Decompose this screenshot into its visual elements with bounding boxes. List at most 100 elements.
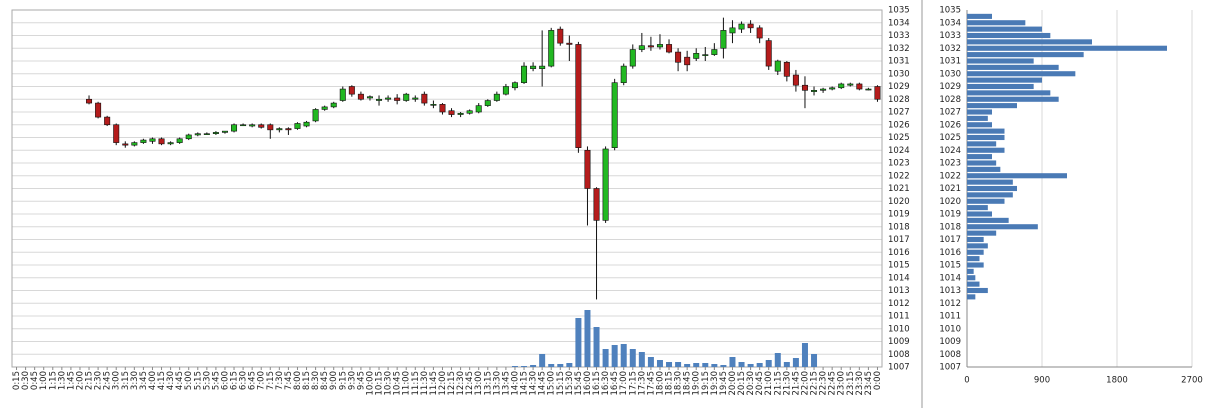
profile-bar: [967, 109, 992, 115]
volume-bar: [566, 363, 573, 367]
volume-bar: [729, 357, 736, 367]
y-tick-label: 1031: [939, 57, 961, 67]
x-tick-label: 23:30: [855, 371, 865, 396]
y-tick-label: 1015: [939, 261, 961, 271]
y-tick-label: 1032: [888, 44, 910, 54]
x-tick-label: 1:15: [48, 371, 58, 390]
x-tick-label: 3:00: [112, 371, 122, 390]
candle-body: [131, 142, 138, 146]
candle-body: [466, 110, 473, 114]
volume-bar: [602, 349, 609, 367]
x-tick-label: 6:00: [220, 371, 230, 390]
candle-body: [820, 88, 827, 91]
candle-body: [693, 53, 700, 59]
y-tick-label: 1034: [888, 18, 910, 28]
volume-bar: [684, 364, 691, 367]
candle-body: [856, 83, 863, 90]
volume-bar: [811, 354, 818, 367]
y-tick-label: 1033: [888, 31, 910, 41]
plot-frame: [11, 9, 883, 368]
y-tick-label: 1028: [939, 95, 961, 105]
y-tick-label: 1027: [888, 108, 910, 118]
x-tick-label: 10:00: [365, 371, 375, 396]
x-tick-label: 14:15: [520, 371, 530, 396]
volume-bar: [801, 343, 808, 367]
profile-bar: [967, 185, 1017, 192]
candle-body: [339, 88, 346, 101]
y-tick-label: 1012: [888, 299, 910, 309]
candle-body: [294, 123, 301, 129]
x-tick-label: 1:00: [39, 371, 49, 390]
candle-body: [666, 44, 673, 53]
x-tick-label: 23:45: [864, 371, 874, 396]
candle-body: [403, 93, 410, 101]
y-tick-label: 1031: [888, 57, 910, 67]
y-tick-label: 1034: [939, 18, 961, 28]
candle-body: [385, 97, 392, 100]
profile-bar: [967, 217, 1009, 223]
candle-body: [149, 138, 156, 142]
x-tick-label: 3:30: [130, 371, 140, 390]
x-tick-label: 21:45: [791, 371, 801, 396]
y-tick-label: 1028: [888, 95, 910, 105]
candle-body: [838, 83, 845, 89]
y-tick-label: 1021: [939, 184, 961, 194]
profile-bar: [967, 96, 1059, 102]
y-tick-label: 1015: [888, 261, 910, 271]
volume-bar: [774, 353, 781, 367]
profile-bar: [967, 262, 984, 268]
y-tick-label: 1012: [939, 299, 961, 309]
profile-bar: [967, 26, 1042, 32]
candle-body: [267, 124, 274, 131]
profile-bar: [967, 45, 1167, 51]
x-tick-label: 15:30: [565, 371, 575, 396]
x-tick-label: 14:00: [510, 371, 520, 396]
candle-body: [376, 98, 383, 101]
y-tick-label: 1021: [888, 184, 910, 194]
volume-bar: [720, 365, 727, 367]
x-tick-label: 9:30: [347, 371, 357, 390]
profile-bar: [967, 224, 1038, 230]
candle-body: [711, 49, 718, 55]
candle-body: [811, 90, 818, 92]
x-tick-label: 16:45: [610, 371, 620, 396]
candle-body: [321, 106, 328, 110]
y-tick-label: 1009: [888, 337, 910, 347]
x-tick-label: 1800: [1106, 376, 1128, 386]
y-tick-label: 1008: [888, 350, 910, 360]
x-tick-label: 13:45: [501, 371, 511, 396]
y-tick-label: 1033: [939, 31, 961, 41]
x-tick-label: 16:30: [601, 371, 611, 396]
x-tick-label: 22:00: [800, 371, 810, 396]
x-tick-label: 11:00: [402, 371, 412, 396]
x-tick-label: 22:30: [819, 371, 829, 396]
x-tick-label: 1:30: [57, 371, 67, 390]
profile-bar: [967, 179, 1013, 185]
volume-bar: [738, 362, 745, 367]
y-tick-label: 1020: [939, 197, 961, 207]
candle-body: [548, 30, 555, 67]
x-tick-label: 23:15: [846, 371, 856, 396]
volume-bar: [548, 364, 555, 367]
profile-bar: [967, 71, 1076, 77]
candle-body: [221, 130, 228, 133]
x-tick-label: 11:45: [429, 371, 439, 396]
x-tick-label: 12:30: [456, 371, 466, 396]
y-tick-label: 1014: [939, 273, 961, 283]
y-tick-label: 1025: [939, 133, 961, 143]
y-tick-label: 1030: [939, 69, 961, 79]
y-tick-label: 1029: [888, 82, 910, 92]
candle-body: [702, 54, 709, 56]
candle-body: [792, 74, 799, 86]
y-tick-label: 1019: [888, 210, 910, 220]
y-tick-label: 1035: [939, 6, 961, 16]
x-tick-label: 2700: [1181, 376, 1203, 386]
candle-body: [185, 134, 192, 140]
candle-body: [357, 93, 364, 100]
candle-body: [194, 133, 201, 136]
candle-body: [756, 27, 763, 39]
y-tick-label: 1011: [939, 312, 961, 322]
volume-bar: [783, 362, 790, 367]
y-tick-label: 1022: [888, 171, 910, 181]
